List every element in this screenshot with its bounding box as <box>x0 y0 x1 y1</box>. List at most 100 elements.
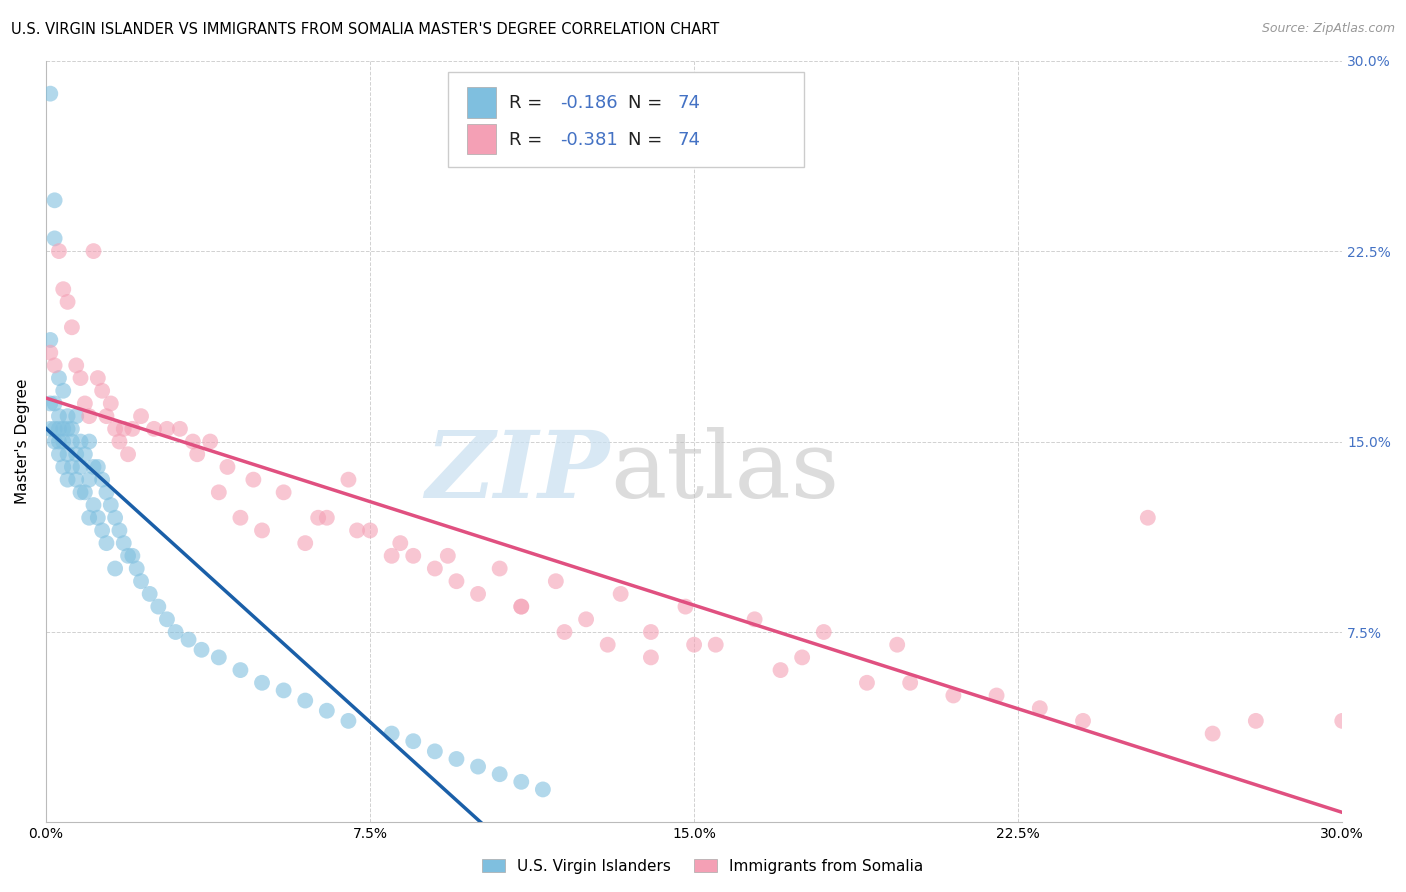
Point <box>112 422 135 436</box>
Point <box>156 612 179 626</box>
Point <box>177 632 200 647</box>
Point <box>73 396 96 410</box>
Point <box>69 434 91 449</box>
Point <box>44 231 66 245</box>
Point <box>60 422 83 436</box>
Point <box>100 396 122 410</box>
Point <box>165 625 187 640</box>
Point <box>640 625 662 640</box>
Point <box>315 510 337 524</box>
Point <box>437 549 460 563</box>
Bar <box>467 124 496 154</box>
Point <box>1244 714 1267 728</box>
Point <box>48 371 70 385</box>
Point <box>91 384 114 398</box>
Point <box>186 447 208 461</box>
Point <box>60 434 83 449</box>
Point <box>60 459 83 474</box>
Point <box>48 434 70 449</box>
Point <box>273 485 295 500</box>
Point <box>44 422 66 436</box>
Point <box>229 510 252 524</box>
Text: N =: N = <box>628 95 668 112</box>
Point <box>77 473 100 487</box>
Point <box>39 396 62 410</box>
Text: 74: 74 <box>678 131 700 149</box>
Point <box>73 485 96 500</box>
Point <box>769 663 792 677</box>
Point <box>108 524 131 538</box>
Point <box>65 473 87 487</box>
Point <box>488 561 510 575</box>
Point <box>856 675 879 690</box>
Point <box>1071 714 1094 728</box>
Point <box>813 625 835 640</box>
Point <box>48 447 70 461</box>
Point <box>65 409 87 424</box>
Point <box>65 359 87 373</box>
Point <box>48 409 70 424</box>
Point <box>181 434 204 449</box>
Point <box>117 549 139 563</box>
Text: N =: N = <box>628 131 668 149</box>
Point <box>100 498 122 512</box>
Point <box>87 371 110 385</box>
Point <box>39 345 62 359</box>
Text: R =: R = <box>509 95 548 112</box>
Point <box>423 561 446 575</box>
Point <box>73 447 96 461</box>
Point <box>250 675 273 690</box>
Point <box>121 422 143 436</box>
Point <box>83 498 105 512</box>
Text: atlas: atlas <box>610 427 839 517</box>
Text: 74: 74 <box>678 95 700 112</box>
Point <box>117 447 139 461</box>
Point <box>112 536 135 550</box>
Point <box>544 574 567 589</box>
Point <box>886 638 908 652</box>
Point <box>52 282 75 296</box>
Point <box>129 574 152 589</box>
Point <box>104 422 127 436</box>
Point <box>198 434 221 449</box>
Point <box>510 599 533 614</box>
Point <box>596 638 619 652</box>
Point <box>52 434 75 449</box>
Point <box>69 459 91 474</box>
Point <box>294 536 316 550</box>
Point <box>986 689 1008 703</box>
Point <box>56 447 79 461</box>
Point <box>1331 714 1354 728</box>
Point <box>346 524 368 538</box>
Point <box>1029 701 1052 715</box>
Point <box>96 409 118 424</box>
Legend: U.S. Virgin Islanders, Immigrants from Somalia: U.S. Virgin Islanders, Immigrants from S… <box>477 853 929 880</box>
Point <box>56 409 79 424</box>
Point <box>423 744 446 758</box>
Point <box>52 384 75 398</box>
Point <box>208 650 231 665</box>
Point <box>250 524 273 538</box>
Point <box>229 663 252 677</box>
Point <box>488 767 510 781</box>
Point <box>510 774 533 789</box>
Point <box>143 422 166 436</box>
FancyBboxPatch shape <box>449 72 804 168</box>
Point <box>129 409 152 424</box>
Point <box>77 510 100 524</box>
Point <box>510 599 533 614</box>
Point <box>87 510 110 524</box>
Y-axis label: Master's Degree: Master's Degree <box>15 379 30 504</box>
Point <box>190 642 212 657</box>
Point <box>898 675 921 690</box>
Point <box>108 434 131 449</box>
Point <box>467 759 489 773</box>
Point <box>44 194 66 208</box>
Point <box>87 459 110 474</box>
Point <box>60 320 83 334</box>
Point <box>1136 510 1159 524</box>
Point <box>52 459 75 474</box>
Point <box>1201 726 1223 740</box>
Text: Source: ZipAtlas.com: Source: ZipAtlas.com <box>1261 22 1395 36</box>
Point <box>48 422 70 436</box>
